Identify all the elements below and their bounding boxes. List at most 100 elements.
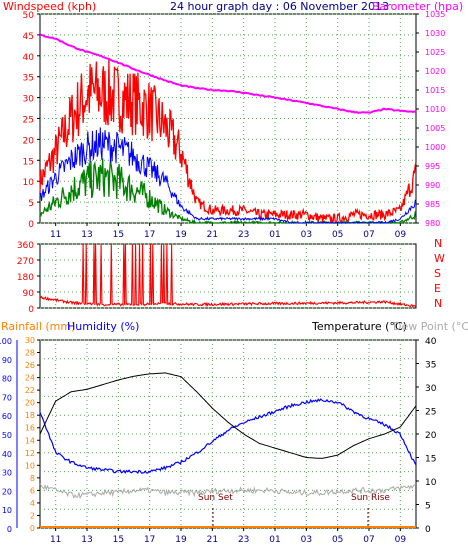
- x-tick-label: 15: [113, 535, 124, 545]
- rainfall-tick-label: 6: [30, 486, 35, 495]
- direction-series: [39, 243, 417, 308]
- x-tick-label: 01: [269, 535, 280, 545]
- windspeed-tick-label: 40: [23, 53, 35, 63]
- compass-label: E: [434, 282, 441, 295]
- sun-annotations: Sun Set Sun Rise: [198, 493, 390, 528]
- temperature-label: Temperature (°C): [311, 320, 407, 333]
- humidity-axis: 0 10 20 30 40 50 60 70 80 90 100: [0, 337, 18, 534]
- temperature-tick-label: 40: [425, 337, 437, 347]
- rainfall-tick-label: 2: [30, 511, 35, 520]
- gust-line: [39, 59, 417, 225]
- x-tick-label: 05: [332, 535, 343, 545]
- x-tick-label: 01: [269, 230, 280, 240]
- windspeed-tick-label: 5: [28, 199, 34, 209]
- wind-series: [39, 33, 417, 225]
- compass-label: N: [434, 237, 442, 250]
- rainfall-tick-label: 8: [30, 474, 35, 483]
- rainfall-tick-label: 0: [30, 524, 35, 533]
- humidity-tick-label: 70: [2, 393, 12, 402]
- rainfall-tick-label: 18: [25, 411, 35, 420]
- temperature-series: [39, 372, 417, 528]
- barometer-tick-label: 985: [425, 200, 440, 209]
- rainfall-tick-label: 26: [25, 361, 35, 370]
- direction-line: [39, 243, 417, 308]
- rainfall-label: Rainfall (mm): [1, 320, 75, 333]
- windspeed-axis: 0 5 10 15 20 25 30 35 40 45 50: [23, 11, 40, 230]
- rainfall-tick-label: 22: [25, 386, 35, 395]
- windspeed-tick-label: 10: [23, 178, 35, 188]
- direction-axis: 0 90 180 270 360: [17, 241, 40, 315]
- compass-label: N: [434, 297, 442, 310]
- sunset-annotation: Sun Set: [198, 493, 233, 503]
- x-tick-label: 11: [50, 535, 61, 545]
- temperature-x-axis: 11 13 15 17 19 21 23 01 03 05 07 09: [50, 528, 406, 545]
- direction-tick-label: 90: [23, 289, 35, 299]
- rainfall-tick-label: 30: [25, 336, 35, 345]
- humidity-tick-label: 10: [2, 506, 12, 515]
- temperature-tick-label: 0: [425, 525, 431, 535]
- windspeed-tick-label: 45: [23, 32, 34, 42]
- barometer-tick-label: 980: [425, 219, 440, 228]
- average-line: [39, 127, 417, 224]
- direction-tick-label: 270: [17, 257, 34, 267]
- x-tick-label: 03: [301, 230, 312, 240]
- barometer-tick-label: 1035: [425, 10, 445, 19]
- x-tick-label: 07: [363, 535, 374, 545]
- barometer-tick-label: 995: [425, 162, 440, 171]
- rainfall-tick-label: 12: [25, 449, 35, 458]
- windspeed-tick-label: 35: [23, 74, 34, 84]
- compass-label: S: [434, 267, 441, 280]
- x-tick-label: 09: [395, 535, 407, 545]
- x-tick-label: 11: [50, 230, 61, 240]
- rainfall-tick-label: 14: [25, 436, 35, 445]
- x-tick-label: 05: [332, 230, 343, 240]
- dewpoint-label: Dew Point (°C): [393, 320, 468, 333]
- windspeed-tick-label: 15: [23, 157, 34, 167]
- x-tick-label: 17: [144, 230, 155, 240]
- wind-x-axis: 11 13 15 17 19 21 23 01 03 05 07 09: [50, 223, 406, 240]
- barometer-line: [39, 33, 417, 114]
- windspeed-tick-label: 50: [23, 11, 35, 21]
- temperature-tick-label: 10: [425, 478, 437, 488]
- x-tick-label: 17: [144, 535, 155, 545]
- rainfall-tick-label: 24: [25, 374, 35, 383]
- x-tick-label: 09: [395, 230, 407, 240]
- x-tick-label: 07: [363, 230, 374, 240]
- x-tick-label: 21: [207, 535, 218, 545]
- x-tick-label: 13: [81, 535, 92, 545]
- direction-plot-grid: [40, 243, 416, 309]
- compass-label: W: [434, 252, 445, 265]
- temperature-tick-label: 20: [425, 431, 437, 441]
- windspeed-tick-label: 0: [28, 220, 34, 230]
- humidity-tick-label: 50: [2, 431, 12, 440]
- temperature-line: [39, 372, 417, 459]
- humidity-tick-label: 90: [2, 356, 12, 365]
- humidity-tick-label: 60: [2, 412, 12, 421]
- humidity-tick-label: 80: [2, 375, 12, 384]
- x-tick-label: 15: [113, 230, 124, 240]
- barometer-tick-label: 1025: [425, 48, 445, 57]
- x-tick-label: 03: [301, 535, 312, 545]
- barometer-label: Barometer (hpa): [372, 0, 463, 13]
- temperature-axis: 0 5 10 15 20 25 30 35 40: [416, 337, 437, 535]
- humidity-label: Humidity (%): [67, 320, 139, 333]
- humidity-line: [39, 398, 417, 475]
- humidity-tick-label: 100: [0, 337, 12, 346]
- humidity-tick-label: 0: [7, 525, 12, 534]
- rainfall-tick-label: 20: [25, 399, 35, 408]
- rainfall-tick-label: 10: [25, 461, 35, 470]
- barometer-axis: 980 985 990 995 1000 1005 1010 1015 1020 1025 1030…: [416, 10, 445, 228]
- windspeed-tick-label: 20: [23, 136, 35, 146]
- x-tick-label: 23: [238, 535, 249, 545]
- humidity-tick-label: 30: [2, 469, 12, 478]
- x-tick-label: 23: [238, 230, 249, 240]
- x-tick-label: 19: [175, 230, 187, 240]
- barometer-tick-label: 1010: [425, 105, 445, 114]
- direction-tick-label: 180: [17, 273, 34, 283]
- barometer-tick-label: 1020: [425, 67, 445, 76]
- direction-tick-label: 0: [28, 305, 34, 315]
